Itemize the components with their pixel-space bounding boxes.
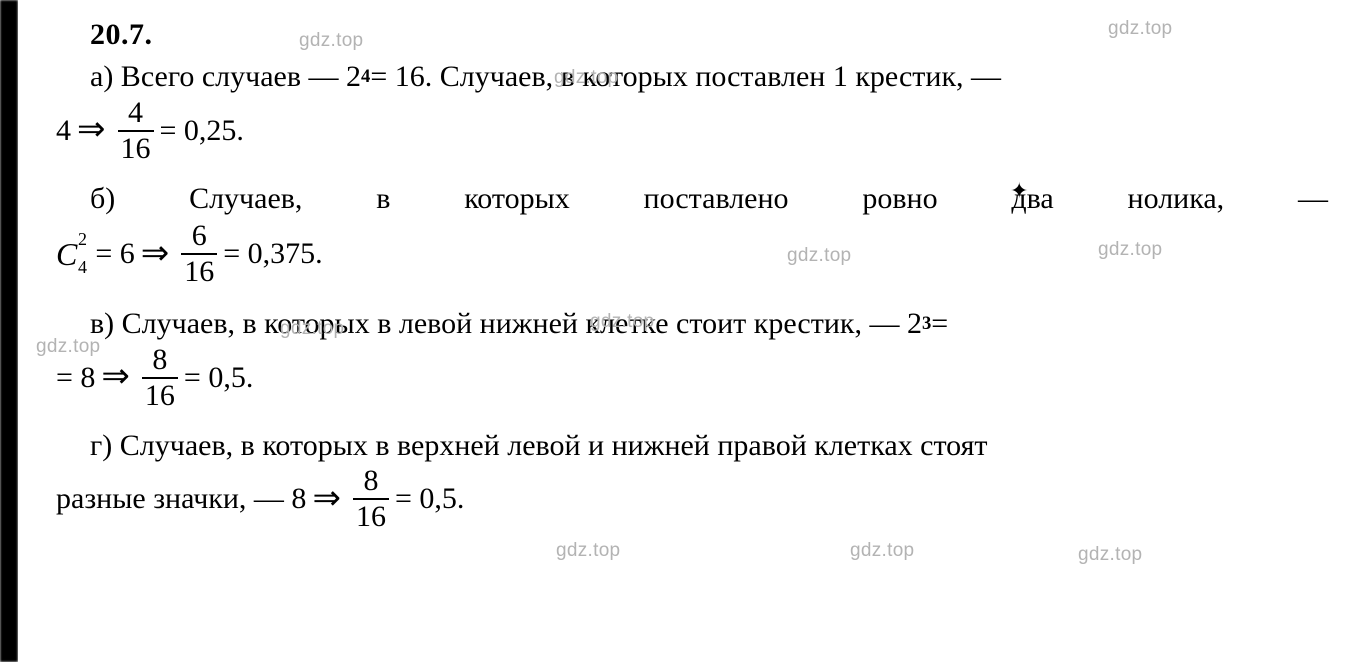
c-bot: 4	[78, 256, 87, 279]
c-top: 2	[78, 228, 87, 251]
part-d-cont-1: разные значки, — 8	[56, 480, 306, 518]
part-a-text-2: = 16. Случаев, в которых поставлен 1 кре…	[370, 58, 1001, 96]
problem-number: 20.7.	[90, 18, 1318, 52]
part-d-line-1: г) Случаев, в которых в верхней левой и …	[90, 427, 1318, 465]
part-a-result: = 0,25.	[160, 112, 244, 150]
combinatoric-symbol: C 2 4	[56, 234, 77, 275]
arrow-icon: ⇒	[312, 478, 341, 521]
part-d-line-2: разные значки, — 8 ⇒ 8 16 = 0,5.	[56, 466, 1318, 532]
b-tok-7: нолика,	[1128, 180, 1225, 218]
part-c-cont-1: = 8	[56, 359, 95, 397]
part-c-text-1: в) Случаев, в которых в левой нижней кле…	[90, 305, 922, 343]
part-c-line-2: = 8 ⇒ 8 16 = 0,5.	[56, 345, 1318, 411]
frac-den: 16	[181, 253, 217, 287]
part-a-line-1: а) Всего случаев — 24 = 16. Случаев, в к…	[90, 58, 1318, 96]
frac-den: 16	[142, 377, 178, 411]
part-c-exponent: 3	[922, 312, 931, 335]
frac-den: 16	[353, 498, 389, 532]
frac-num: 4	[125, 98, 146, 130]
arrow-icon: ⇒	[101, 356, 130, 399]
b-tok-0: б)	[90, 180, 115, 218]
part-a-cont-1: 4	[56, 112, 71, 150]
part-d-result: = 0,5.	[395, 480, 464, 518]
frac-num: 6	[189, 221, 210, 253]
b-tok-1: Случаев,	[189, 180, 302, 218]
frac-den: 16	[118, 130, 154, 164]
part-a-fraction: 4 16	[118, 98, 154, 164]
part-c-line-1: в) Случаев, в которых в левой нижней кле…	[90, 305, 1318, 343]
part-a-line-2: 4 ⇒ 4 16 = 0,25.	[56, 98, 1318, 164]
b-tok-3: которых	[464, 180, 570, 218]
b-tok-5: ровно	[862, 180, 937, 218]
part-a-text-1: а) Всего случаев — 2	[90, 58, 361, 96]
b-tok-8: —	[1298, 180, 1328, 218]
c-letter: C	[56, 236, 77, 272]
part-d-text-1: г) Случаев, в которых в верхней левой и …	[90, 427, 988, 465]
part-c-text-2: =	[931, 305, 948, 343]
part-b-fraction: 6 16	[181, 221, 217, 287]
part-b-line-2: C 2 4 = 6 ⇒ 6 16 = 0,375.	[56, 221, 1318, 287]
b-tok-4: поставлено	[644, 180, 789, 218]
part-b-line-1: б) Случаев, в которых поставлено ровно д…	[90, 180, 1328, 218]
arrow-icon: ⇒	[141, 233, 170, 276]
frac-num: 8	[360, 466, 381, 498]
arrow-icon: ⇒	[77, 109, 106, 152]
part-a-exponent: 4	[361, 65, 370, 88]
frac-num: 8	[149, 345, 170, 377]
part-c-fraction: 8 16	[142, 345, 178, 411]
part-d-fraction: 8 16	[353, 466, 389, 532]
ink-smudge: ✦	[1010, 178, 1028, 204]
part-b-result: = 0,375.	[223, 235, 322, 273]
b-tok-2: в	[376, 180, 390, 218]
page-content: 20.7. а) Всего случаев — 24 = 16. Случае…	[0, 0, 1348, 662]
b-eq6: = 6	[95, 235, 134, 273]
part-c-result: = 0,5.	[184, 359, 253, 397]
